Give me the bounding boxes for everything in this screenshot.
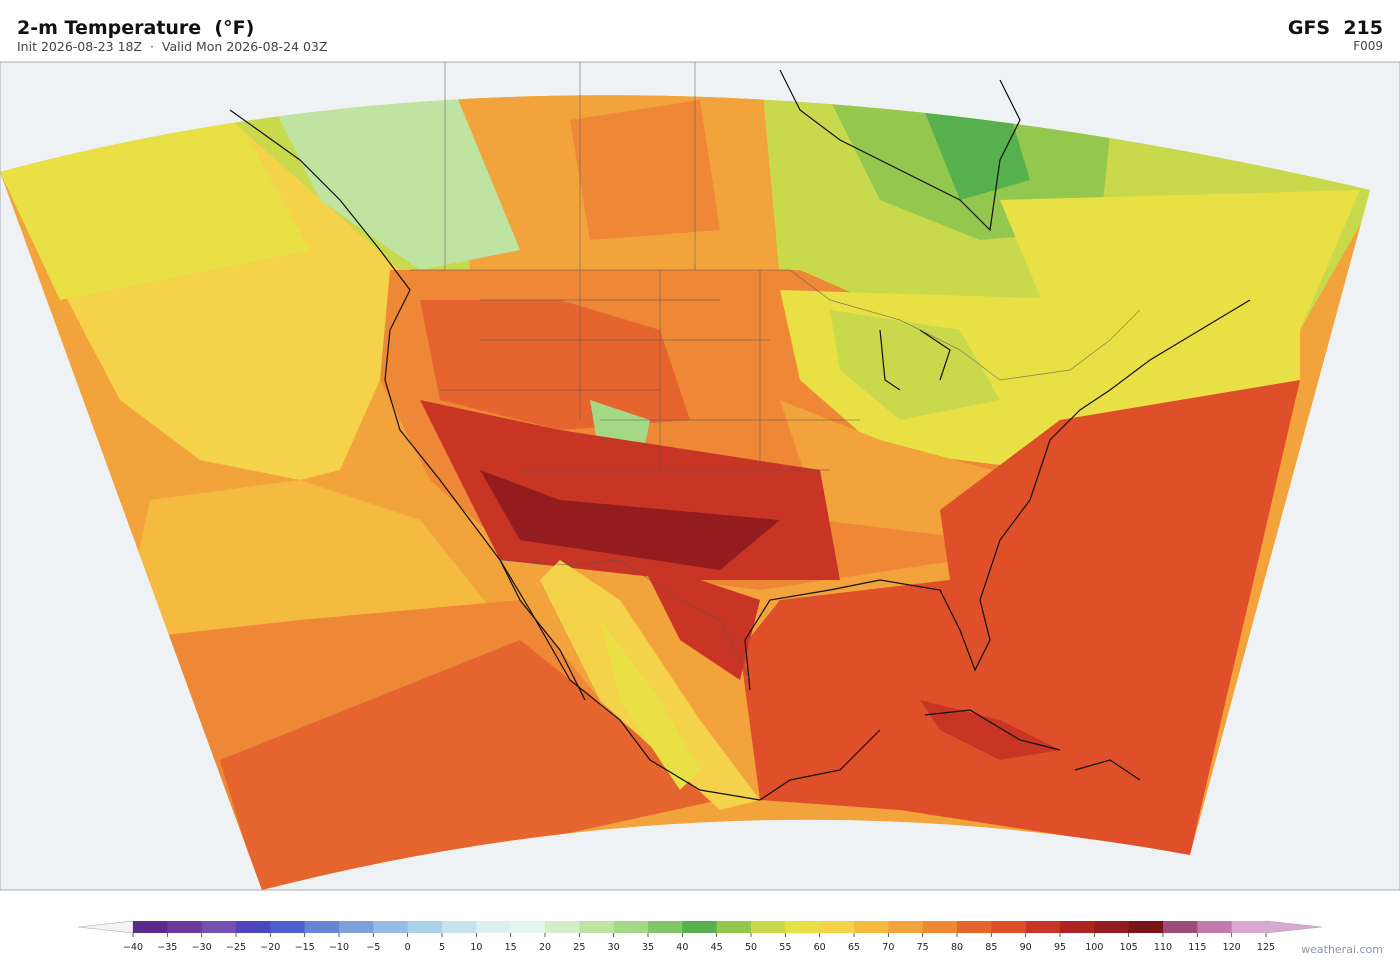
- colorbar-bin: [854, 921, 889, 933]
- colorbar-tick-label: 20: [539, 942, 551, 953]
- colorbar-tick-label: 110: [1154, 942, 1172, 953]
- colorbar-tick-label: 100: [1085, 942, 1103, 953]
- colorbar-bin: [579, 921, 615, 933]
- colorbar-bin: [236, 921, 271, 933]
- colorbar-tick-label: 35: [642, 942, 654, 953]
- colorbar-bin: [1060, 921, 1095, 933]
- colorbar-tick-label: 15: [505, 942, 517, 953]
- colorbar-bin: [819, 921, 855, 933]
- colorbar-tick-label: 85: [985, 942, 997, 953]
- colorbar: −40 −35 −30 −25 −20 −15 −10 −5 0 5 10 15 20 25 30 35 40 4…: [77, 920, 1323, 953]
- map: [0, 61, 1400, 891]
- colorbar-bin: [167, 921, 203, 933]
- colorbar-tick-label: 90: [1020, 942, 1032, 953]
- colorbar-bin: [201, 921, 237, 933]
- colorbar-bin: [1163, 921, 1198, 933]
- colorbar-bin: [682, 921, 718, 933]
- colorbar-tick-label: 105: [1120, 942, 1138, 953]
- colorbar-tick-label: 80: [951, 942, 963, 953]
- colorbar-tick-label: 50: [745, 942, 757, 953]
- colorbar-bin: [785, 921, 821, 933]
- colorbar-bin: [922, 921, 958, 933]
- colorbar-bin: [1197, 921, 1233, 933]
- colorbar-tick-label: 0: [405, 942, 411, 953]
- colorbar-tick-label: 45: [711, 942, 723, 953]
- forecast-hour: F009: [1353, 39, 1383, 53]
- colorbar-bin: [1128, 921, 1164, 933]
- colorbar-tick-label: −25: [226, 942, 246, 953]
- colorbar-bin: [304, 921, 340, 933]
- colorbar-tick-label: 125: [1257, 942, 1275, 953]
- colorbar-tick-label: −20: [260, 942, 280, 953]
- colorbar-tick-label: −30: [192, 942, 212, 953]
- colorbar-tick-label: 65: [848, 942, 860, 953]
- colorbar-tick-label: −15: [295, 942, 315, 953]
- colorbar-bin: [510, 921, 546, 933]
- colorbar-tick-label: −35: [157, 942, 177, 953]
- colorbar-tick-label: −40: [123, 942, 143, 953]
- model: GFS 215: [1288, 17, 1383, 39]
- colorbar-bin: [545, 921, 580, 933]
- colorbar-tick-label: 115: [1188, 942, 1206, 953]
- colorbar-tick-label: −5: [366, 942, 380, 953]
- watermark: weatherai.com: [1301, 943, 1383, 956]
- colorbar-extension-low: [77, 920, 134, 934]
- colorbar-tick-label: 70: [882, 942, 894, 953]
- colorbar-tick-label: 95: [1054, 942, 1066, 953]
- colorbar-bin: [407, 921, 443, 933]
- colorbar-tick-label: 40: [676, 942, 688, 953]
- coastlines: [229, 69, 1251, 801]
- colorbar-bin: [1094, 921, 1130, 933]
- colorbar-tick-label: −10: [329, 942, 349, 953]
- colorbar-bin: [339, 921, 374, 933]
- colorbar-bin: [270, 921, 306, 933]
- colorbar-tick-label: 25: [573, 942, 585, 953]
- colorbar-bin: [133, 921, 168, 933]
- borders: [410, 62, 1141, 681]
- colorbar-bin: [373, 921, 409, 933]
- subtitle: Init 2026-08-23 18Z · Valid Mon 2026-08-…: [17, 39, 327, 54]
- colorbar-bin: [613, 921, 649, 933]
- colorbar-tick-label: 10: [470, 942, 482, 953]
- colorbar-tick-label: 60: [814, 942, 826, 953]
- colorbar-bin: [648, 921, 683, 933]
- colorbar-tick-label: 75: [917, 942, 929, 953]
- colorbar-bin: [476, 921, 512, 933]
- colorbar-bin: [716, 921, 752, 933]
- colorbar-bin: [991, 921, 1027, 933]
- colorbar-bin: [1231, 921, 1267, 933]
- colorbar-extension-high: [1265, 920, 1323, 934]
- colorbar-tick-label: 55: [779, 942, 791, 953]
- colorbar-tick-label: 120: [1223, 942, 1241, 953]
- title: 2-m Temperature (°F): [17, 17, 254, 39]
- colorbar-tick-label: 30: [608, 942, 620, 953]
- colorbar-bin: [751, 921, 786, 933]
- colorbar-bin: [442, 921, 477, 933]
- colorbar-bin: [957, 921, 992, 933]
- colorbar-bin: [1025, 921, 1061, 933]
- colorbar-tick-label: 5: [439, 942, 445, 953]
- colorbar-bin: [888, 921, 924, 933]
